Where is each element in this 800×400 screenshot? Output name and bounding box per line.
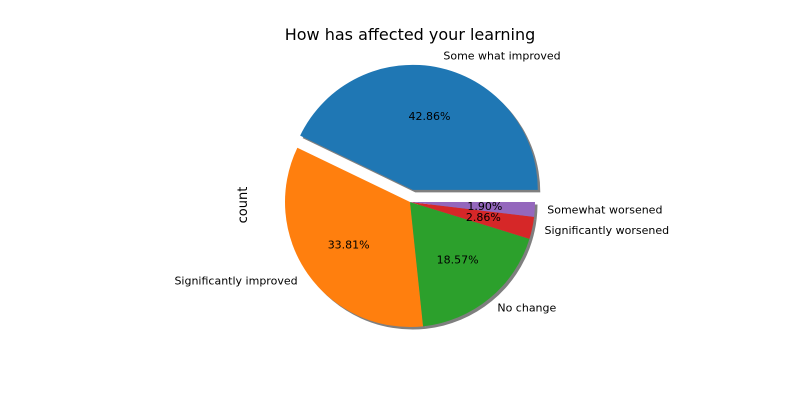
percent-label-no-change: 18.57%	[437, 253, 479, 266]
pie-slice-significantly-worsened	[410, 202, 535, 239]
slice-label-some-what-improved: Some what improved	[443, 49, 560, 62]
pie-slice-some-what-improved	[300, 64, 538, 190]
pie-slices	[285, 64, 538, 327]
slice-label-no-change: No change	[497, 302, 556, 315]
pie-slice-significantly-improved	[285, 147, 424, 327]
pie-slice-somewhat-worsened	[410, 202, 535, 217]
percent-label-somewhat-worsened: 1.90%	[467, 200, 502, 213]
slice-labels: Some what improved Significantly improved…	[174, 49, 669, 314]
slice-label-significantly-improved: Significantly improved	[174, 275, 297, 288]
y-axis-label: count	[236, 187, 251, 224]
percent-label-some-what-improved: 42.86%	[408, 110, 450, 123]
chart-title: How has affected your learning	[285, 25, 536, 44]
slice-label-somewhat-worsened: Somewhat worsened	[547, 204, 662, 217]
percent-labels: 42.86% 33.81% 18.57% 2.86%1.90%	[328, 110, 503, 266]
slice-label-significantly-worsened: Significantly worsened	[545, 224, 670, 237]
percent-label-significantly-improved: 33.81%	[328, 239, 370, 252]
pie-slice-no-change	[410, 202, 530, 327]
percent-label-significantly-worsened: 2.86%	[466, 211, 501, 224]
